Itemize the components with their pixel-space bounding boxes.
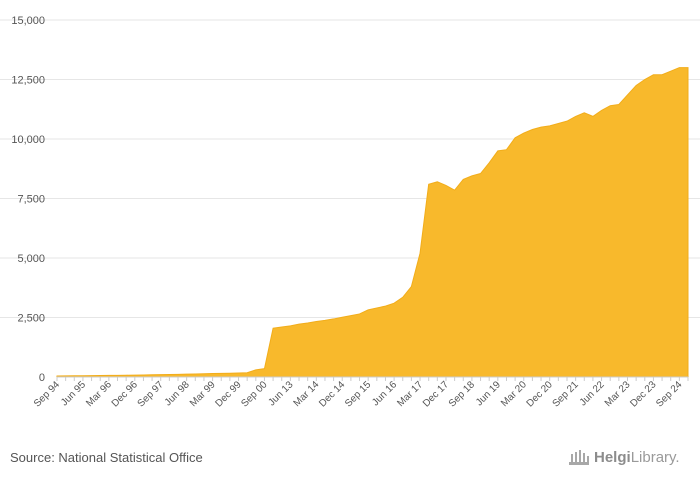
y-tick-label: 15,000	[11, 15, 45, 27]
x-tick-label: Sep 97	[136, 379, 166, 409]
x-tick-label: Sep 15	[343, 379, 373, 409]
x-tick-label: Jun 95	[59, 379, 88, 408]
x-tick-label: Dec 96	[110, 379, 140, 409]
x-tick-label: Jun 98	[163, 379, 192, 408]
x-tick-label: Dec 14	[317, 379, 347, 409]
x-tick-label: Jun 13	[266, 379, 295, 408]
x-tick-label: Sep 00	[239, 379, 269, 409]
y-tick-label: 7,500	[17, 194, 45, 206]
x-tick-label: Mar 99	[188, 379, 218, 409]
area-chart: 0 2,500 5,000 7,500 10,000 12,500 15,000 Sep 9…	[0, 15, 700, 410]
y-axis: 0 2,500 5,000 7,500 10,000 12,500 15,000	[11, 15, 45, 384]
y-tick-label: 12,500	[11, 75, 45, 87]
brand-name-first: Helgi	[594, 448, 631, 466]
x-tick-label: Dec 17	[421, 379, 451, 409]
brand-logo[interactable]: HelgiLibrary.	[568, 448, 680, 466]
x-tick-label: Mar 14	[292, 379, 322, 409]
x-tick-label: Sep 24	[654, 379, 684, 409]
x-tick-label: Mar 17	[395, 379, 425, 409]
x-tick-label: Sep 18	[447, 379, 477, 409]
source-note: Source: National Statistical Office	[10, 450, 203, 465]
y-tick-label: 5,000	[17, 253, 45, 265]
x-tick-label: Mar 23	[603, 379, 633, 409]
x-tick-label: Mar 20	[499, 379, 529, 409]
x-tick-label: Dec 99	[213, 379, 243, 409]
x-tick-label: Mar 96	[84, 379, 114, 409]
x-tick-label: Sep 94	[32, 379, 62, 409]
x-tick-label: Sep 21	[551, 379, 581, 409]
y-tick-label: 2,500	[17, 313, 45, 325]
x-tick-label: Jun 19	[474, 379, 503, 408]
y-tick-label: 10,000	[11, 134, 45, 146]
y-tick-label: 0	[39, 372, 45, 384]
library-building-icon	[569, 450, 589, 465]
x-tick-label: Jun 16	[370, 379, 399, 408]
brand-name-second: Library.	[630, 448, 680, 466]
x-tick-label: Jun 22	[578, 379, 607, 408]
series-area	[56, 67, 689, 378]
x-tick-label: Dec 23	[628, 379, 658, 409]
x-tick-label: Dec 20	[525, 379, 555, 409]
